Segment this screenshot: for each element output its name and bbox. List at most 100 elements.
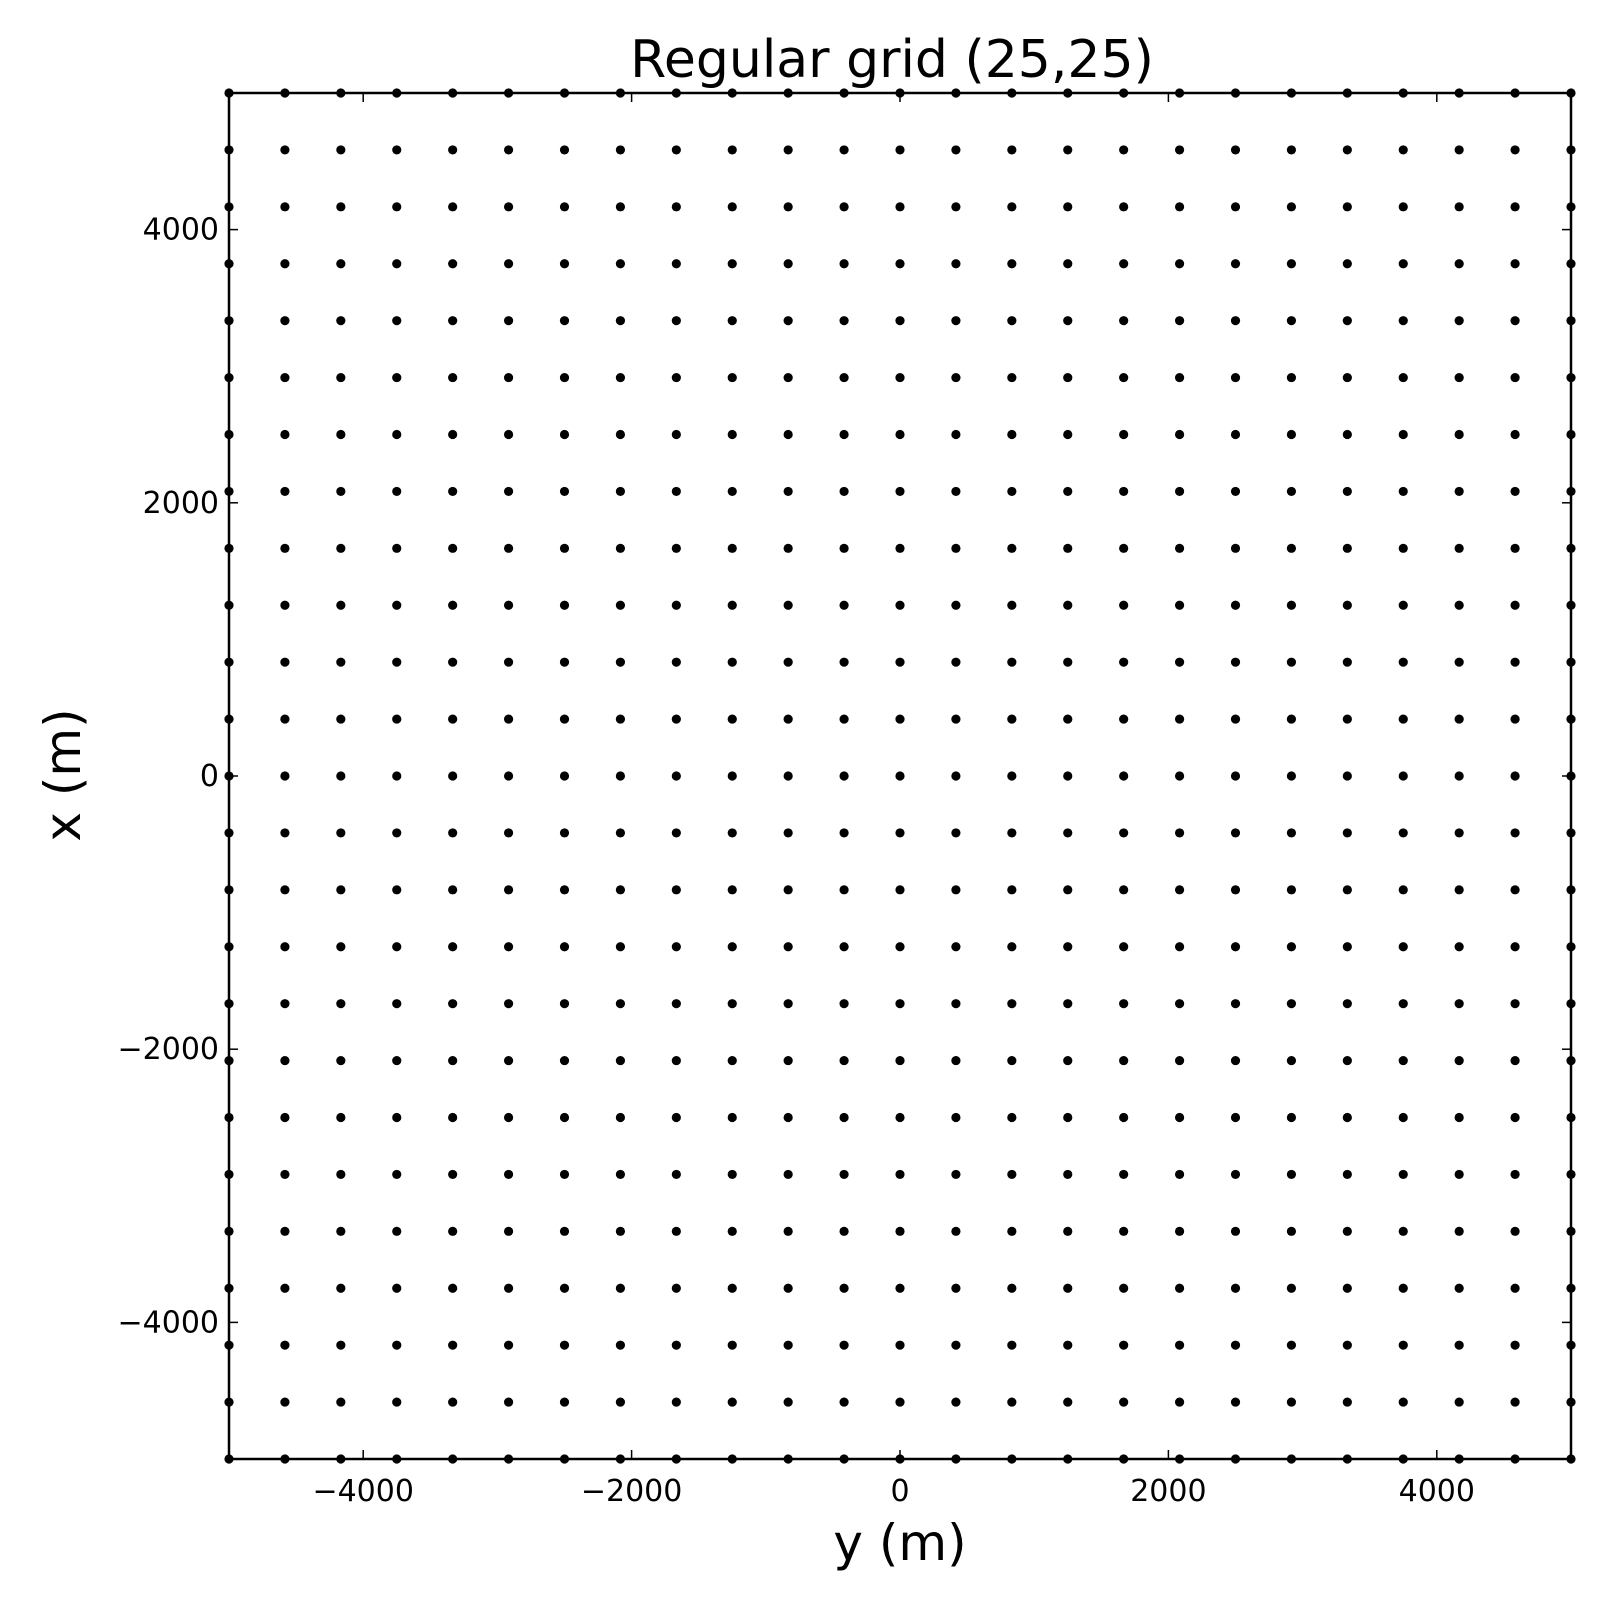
data-point xyxy=(559,372,570,383)
data-point xyxy=(559,145,570,155)
data-point xyxy=(1454,1169,1464,1180)
data-point xyxy=(1342,600,1352,610)
data-point xyxy=(1510,429,1520,440)
data-point xyxy=(1007,1340,1017,1350)
data-point xyxy=(1342,1283,1352,1293)
data-point xyxy=(727,486,737,497)
data-point xyxy=(727,999,737,1009)
data-point xyxy=(783,1226,793,1236)
data-point xyxy=(1063,1283,1073,1293)
data-point xyxy=(1230,1112,1241,1123)
data-point xyxy=(1510,145,1520,155)
data-point xyxy=(1398,1112,1408,1123)
data-point xyxy=(671,828,681,838)
data-point xyxy=(1342,316,1352,326)
data-point xyxy=(1342,1169,1352,1180)
data-point xyxy=(839,828,849,838)
data-point xyxy=(559,1397,570,1407)
data-point xyxy=(280,600,290,610)
data-point xyxy=(336,1169,346,1180)
data-point xyxy=(615,1055,626,1066)
data-point xyxy=(895,714,905,724)
y-axis-label: x (m) xyxy=(34,708,92,841)
data-point xyxy=(839,771,849,781)
data-point xyxy=(1063,828,1073,838)
data-point xyxy=(1119,1055,1129,1066)
data-point xyxy=(615,372,626,383)
data-point xyxy=(1454,202,1464,212)
data-point xyxy=(727,1169,737,1180)
data-point xyxy=(1286,543,1297,553)
data-point xyxy=(839,372,849,383)
data-point xyxy=(1342,885,1352,895)
data-point xyxy=(448,828,458,838)
data-point xyxy=(1007,1169,1017,1180)
data-point xyxy=(671,1112,681,1123)
data-point xyxy=(1454,999,1464,1009)
data-point xyxy=(727,1283,737,1293)
data-point xyxy=(615,942,626,952)
data-point xyxy=(615,600,626,610)
x-tick-label: −4000 xyxy=(312,1474,413,1509)
data-point xyxy=(1398,429,1408,440)
data-point xyxy=(839,429,849,440)
data-point xyxy=(727,828,737,838)
data-point xyxy=(392,145,402,155)
data-point xyxy=(336,999,346,1009)
data-point xyxy=(671,942,681,952)
x-axis-label: y (m) xyxy=(833,1514,966,1572)
data-point xyxy=(895,145,905,155)
data-point xyxy=(615,259,626,269)
data-point xyxy=(1342,714,1352,724)
data-point xyxy=(280,1055,290,1066)
data-point xyxy=(336,372,346,383)
data-point xyxy=(1174,714,1185,724)
data-point xyxy=(1286,145,1297,155)
data-point xyxy=(1398,600,1408,610)
data-point xyxy=(503,543,514,553)
data-point xyxy=(1174,600,1185,610)
data-point xyxy=(1398,1226,1408,1236)
data-point xyxy=(1007,316,1017,326)
data-point xyxy=(1119,771,1129,781)
x-tick-label: −2000 xyxy=(581,1474,682,1509)
data-point xyxy=(1342,828,1352,838)
data-point xyxy=(1007,657,1017,667)
data-point xyxy=(615,1169,626,1180)
x-tick-label: 4000 xyxy=(1399,1474,1475,1509)
data-point xyxy=(783,429,793,440)
data-point xyxy=(280,543,290,553)
data-point xyxy=(1230,942,1241,952)
data-point xyxy=(1342,942,1352,952)
data-point xyxy=(839,1397,849,1407)
data-point xyxy=(783,600,793,610)
data-point xyxy=(336,1340,346,1350)
data-point xyxy=(615,543,626,553)
data-point xyxy=(503,1283,514,1293)
data-point xyxy=(503,600,514,610)
data-point xyxy=(615,1283,626,1293)
data-point xyxy=(615,486,626,497)
data-point xyxy=(727,202,737,212)
data-point xyxy=(895,885,905,895)
data-point xyxy=(1230,372,1241,383)
data-point xyxy=(615,1340,626,1350)
data-point xyxy=(1063,543,1073,553)
data-point xyxy=(1230,1169,1241,1180)
data-point xyxy=(951,259,961,269)
data-point xyxy=(1063,1112,1073,1123)
data-point xyxy=(1230,771,1241,781)
data-point xyxy=(336,657,346,667)
data-point xyxy=(1342,1397,1352,1407)
data-point xyxy=(1007,259,1017,269)
data-point xyxy=(1342,259,1352,269)
data-point xyxy=(895,1169,905,1180)
data-point xyxy=(1286,1112,1297,1123)
data-point xyxy=(336,1112,346,1123)
data-point xyxy=(1174,1055,1185,1066)
data-point xyxy=(727,1340,737,1350)
data-point xyxy=(951,828,961,838)
data-point xyxy=(1510,657,1520,667)
data-point xyxy=(1398,202,1408,212)
data-point xyxy=(727,429,737,440)
